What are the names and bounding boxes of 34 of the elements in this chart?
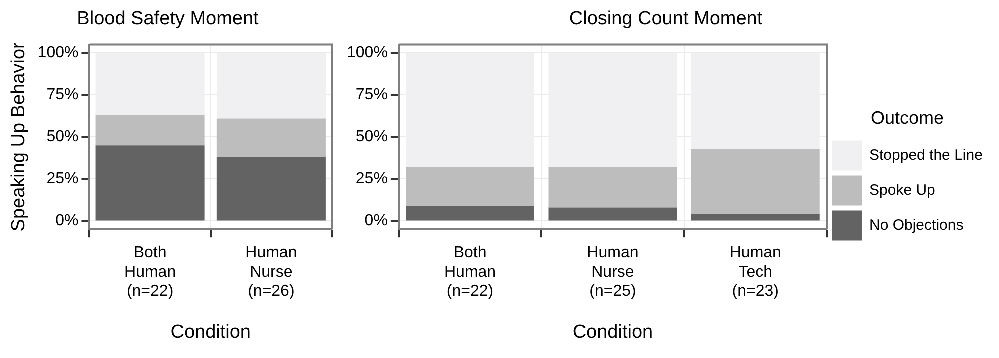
y-tick-label: 100% <box>38 44 79 62</box>
legend-label: No Objections <box>870 216 964 234</box>
y-axis-title: Speaking Up Behavior <box>8 42 30 232</box>
bar <box>406 206 534 221</box>
bar <box>691 148 820 214</box>
legend-label: Spoke Up <box>870 182 936 199</box>
bar <box>548 167 678 208</box>
x-tick-label: Human Nurse (n=25) <box>587 244 639 300</box>
bar <box>548 208 678 221</box>
legend-title: Outcome <box>870 108 944 128</box>
chart-title: Blood Safety Moment <box>77 8 260 30</box>
y-tick-label: 75% <box>356 86 388 104</box>
bar <box>216 118 326 158</box>
bar <box>96 115 205 146</box>
x-tick-label: Both Human (n=22) <box>124 244 176 300</box>
y-tick-label: 25% <box>356 170 388 188</box>
y-tick-label: 0% <box>364 212 388 230</box>
bar <box>406 167 534 206</box>
bar <box>96 146 205 221</box>
y-tick-label: 100% <box>347 44 388 62</box>
x-axis-title: Condition <box>170 322 251 343</box>
y-tick-label: 0% <box>56 212 79 230</box>
x-tick-label: Both Human (n=22) <box>444 244 496 300</box>
bar <box>216 157 326 221</box>
y-tick-label: 50% <box>46 128 79 146</box>
y-tick-label: 75% <box>46 86 79 104</box>
legend-label: Stopped the Line <box>870 146 983 164</box>
y-tick-label: 25% <box>46 170 79 188</box>
y-tick-label: 50% <box>356 128 388 146</box>
bar <box>691 214 820 221</box>
x-tick-label: Human Nurse (n=26) <box>246 244 298 300</box>
chart-title: Closing Count Moment <box>569 8 764 30</box>
x-tick-label: Human Tech (n=23) <box>730 244 782 300</box>
x-axis-title: Condition <box>572 322 654 343</box>
